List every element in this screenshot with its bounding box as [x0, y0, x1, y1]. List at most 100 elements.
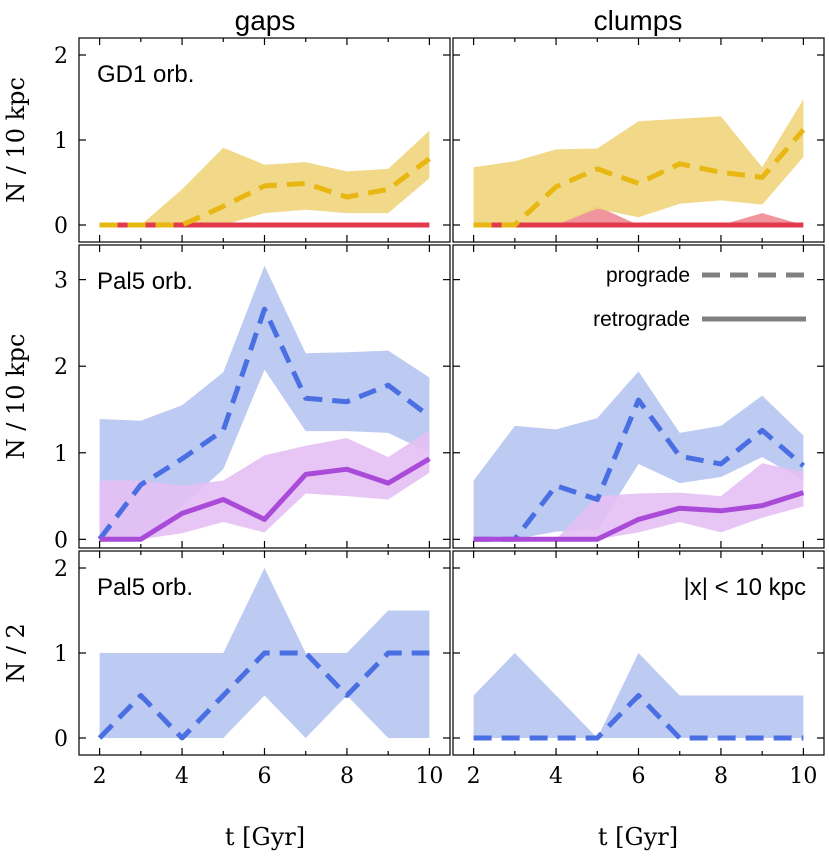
panel-r1-c2-retrograde-point-t5: [597, 225, 598, 226]
panel-r2-c2-retrograde-point-t6: [638, 519, 639, 520]
panel-r1-c1-prograde-line: [99, 156, 431, 228]
panel-r1-c2-prograde-point-t2: [473, 225, 474, 226]
panel-r1-c1-prograde-point-t5: [223, 206, 224, 207]
panel-r3-c1-xtick-label-2: 2: [93, 764, 107, 789]
panel-r1-c2-retrograde-point-t9: [762, 225, 763, 226]
panel-r1-c1-prograde-point-t6: [264, 185, 265, 186]
panel-r1-c1-retrograde-point-t5: [223, 225, 224, 226]
panel-r1-c1-prograde-point-t8: [346, 196, 347, 197]
panel-r3-c2: 2 4 6 8 10 |x| < 10 kpc: [452, 550, 825, 789]
panel-r2-c1-ytick-label-1: 1: [54, 442, 68, 467]
panel-r3-c1-xtick-label-4: 4: [175, 764, 189, 789]
panel-r3-c2-prograde-line: [473, 693, 804, 741]
panel-r1-c2-prograde-point-t5: [597, 168, 598, 169]
panel-r2-c1-ytick-label-0: 0: [54, 528, 68, 553]
panel-r2-c2-prograde-band: [473, 371, 804, 540]
panel-r1-c1-retrograde-point-t7: [305, 225, 306, 226]
panel-r2-c1-prograde-point-t4: [182, 458, 183, 459]
panel-r3-c1-xtick-label-10: 10: [415, 764, 443, 789]
panel-r3-c1-prograde-point-t5: [223, 695, 224, 696]
panel-r2-c2-retrograde-point-t2: [473, 539, 474, 540]
panel-r2-c2-retrograde-point-t9: [762, 505, 763, 506]
panel-r1-c1-prograde-point-t7: [305, 183, 306, 184]
panel-r1-c1-retrograde-point-t8: [346, 225, 347, 226]
panel-r2-c2-retrograde-point-t8: [720, 510, 721, 511]
panel-r2-c2-retrograde-band: [473, 463, 804, 540]
panel-r3-c1-prograde-point-t8: [346, 695, 347, 696]
panel-r1-c1-ytick-label-0: 0: [54, 214, 68, 239]
panel-r2-c2-prograde-point-t8: [720, 464, 721, 465]
panel-r3-c2-annotation-x-10-kpc: |x| < 10 kpc: [683, 574, 806, 601]
panel-r2-c1-retrograde-point-t9: [388, 483, 389, 484]
panel-r1-c1-prograde-point-t3: [140, 225, 141, 226]
panel-r1-c2-retrograde-point-t6: [638, 225, 639, 226]
legend-label-retrograde: retrograde: [593, 308, 690, 331]
panel-r3-c1-annotation-pal5-orb: Pal5 orb.: [97, 574, 193, 601]
panel-r1-c1-ytick-label-1: 1: [54, 129, 68, 154]
panel-r3-c2-prograde-point-t2: [473, 738, 474, 739]
panel-r2-c1-prograde-point-t6: [264, 309, 265, 310]
panel-r1-c1-ytick-label-2: 2: [54, 44, 68, 69]
y-axis-label-row-1: N / 10 kpc: [2, 77, 30, 203]
panel-r1-c1-retrograde-point-t10: [429, 225, 430, 226]
panel-r1-c2-retrograde-point-t10: [803, 225, 804, 226]
panel-r2-c1-prograde-point-t3: [140, 484, 141, 485]
x-axis-label-right: t [Gyr]: [598, 823, 678, 851]
panel-r1-c2-prograde-point-t3: [514, 225, 515, 226]
panel-r1-c2-prograde-point-t9: [762, 177, 763, 178]
panel-r2-c1-retrograde-point-t2: [99, 539, 100, 540]
panel-r1-c1: 0 1 2 GD1 orb.: [54, 37, 451, 243]
panel-r3-c1-prograde-point-t3: [140, 695, 141, 696]
panel-r2-c1-prograde-point-t10: [429, 416, 430, 417]
panel-r3-c1-prograde-line: [97, 650, 430, 741]
panel-r3-c1-ytick-label-2: 2: [54, 557, 68, 582]
column-title-gaps: gaps: [235, 5, 296, 36]
panel-r1-c1-plot-area: [99, 130, 431, 228]
panel-r2-c1-plot-area: [97, 265, 431, 542]
panel-r2-c2-prograde-point-t6: [638, 399, 639, 400]
y-axis-label-row-2: N / 10 kpc: [2, 334, 30, 460]
panel-r2-c2-retrograde-point-t10: [803, 492, 804, 493]
panel-r1-c1-annotation-gd1-orb: GD1 orb.: [97, 61, 194, 88]
panel-r1-c2-prograde-point-t10: [803, 129, 804, 130]
panel-r3-c1-xtick-label-6: 6: [258, 764, 272, 789]
panel-r3-c2-prograde-point-t9: [762, 738, 763, 739]
x-axis-label-left: t [Gyr]: [225, 823, 305, 851]
panel-r3-c2-prograde-point-t3: [514, 738, 515, 739]
panel-r3-c2-prograde-point-t5: [597, 738, 598, 739]
panel-r3-c2-xtick-label-4: 4: [549, 764, 563, 789]
panel-r3-c2-xtick-label-10: 10: [789, 764, 817, 789]
panel-r2-c1-prograde-line: [97, 306, 431, 541]
panel-r1-c2-prograde-point-t7: [679, 163, 680, 164]
panel-r2-c1-prograde-point-t8: [346, 401, 347, 402]
panel-r1-c1-prograde-point-t4: [182, 225, 183, 226]
panel-r2-c1-prograde-point-t7: [305, 398, 306, 399]
panel-r2-c2-plot-area: [473, 371, 806, 542]
panel-r1-c1-prograde-band: [99, 130, 430, 225]
panel-r2-c1-retrograde-point-t4: [182, 513, 183, 514]
panel-r3-c2-prograde-point-t10: [803, 738, 804, 739]
panel-r2-c2-prograde-point-t7: [679, 456, 680, 457]
panel-r2-c2-retrograde-line: [473, 490, 805, 542]
panel-r2-c1-ytick-label-2: 2: [54, 355, 68, 380]
panel-r1-c1-retrograde-point-t9: [388, 225, 389, 226]
panel-r2-c2-prograde-point-t5: [597, 499, 598, 500]
panel-r2-c1-retrograde-point-t6: [264, 519, 265, 520]
panel-r2-c1-retrograde-point-t10: [429, 458, 430, 459]
panel-r2-c2: prograde retrograde: [452, 244, 825, 549]
panel-r1-c2-retrograde-point-t7: [679, 225, 680, 226]
panel-r2-c2-prograde-point-t4: [556, 485, 557, 486]
panel-r1-c2-retrograde-point-t8: [720, 225, 721, 226]
panel-r3-c1-prograde-point-t7: [305, 653, 306, 654]
panel-r1-c2-prograde-point-t8: [720, 172, 721, 173]
panel-r1-c2-prograde-band: [473, 99, 804, 225]
panel-r3-c2-plot-area: [473, 653, 804, 741]
panel-r2-c1-prograde-band: [99, 265, 430, 540]
panel-r2-c1-prograde-point-t5: [223, 430, 224, 431]
panel-r1-c2-prograde-point-t6: [638, 183, 639, 184]
panel-r2-c2-retrograde-point-t7: [679, 508, 680, 509]
panel-r1-c1-prograde-point-t2: [99, 225, 100, 226]
panel-r2-c1-retrograde-point-t7: [305, 474, 306, 475]
panel-r3-c1-plot-area: [97, 568, 430, 741]
